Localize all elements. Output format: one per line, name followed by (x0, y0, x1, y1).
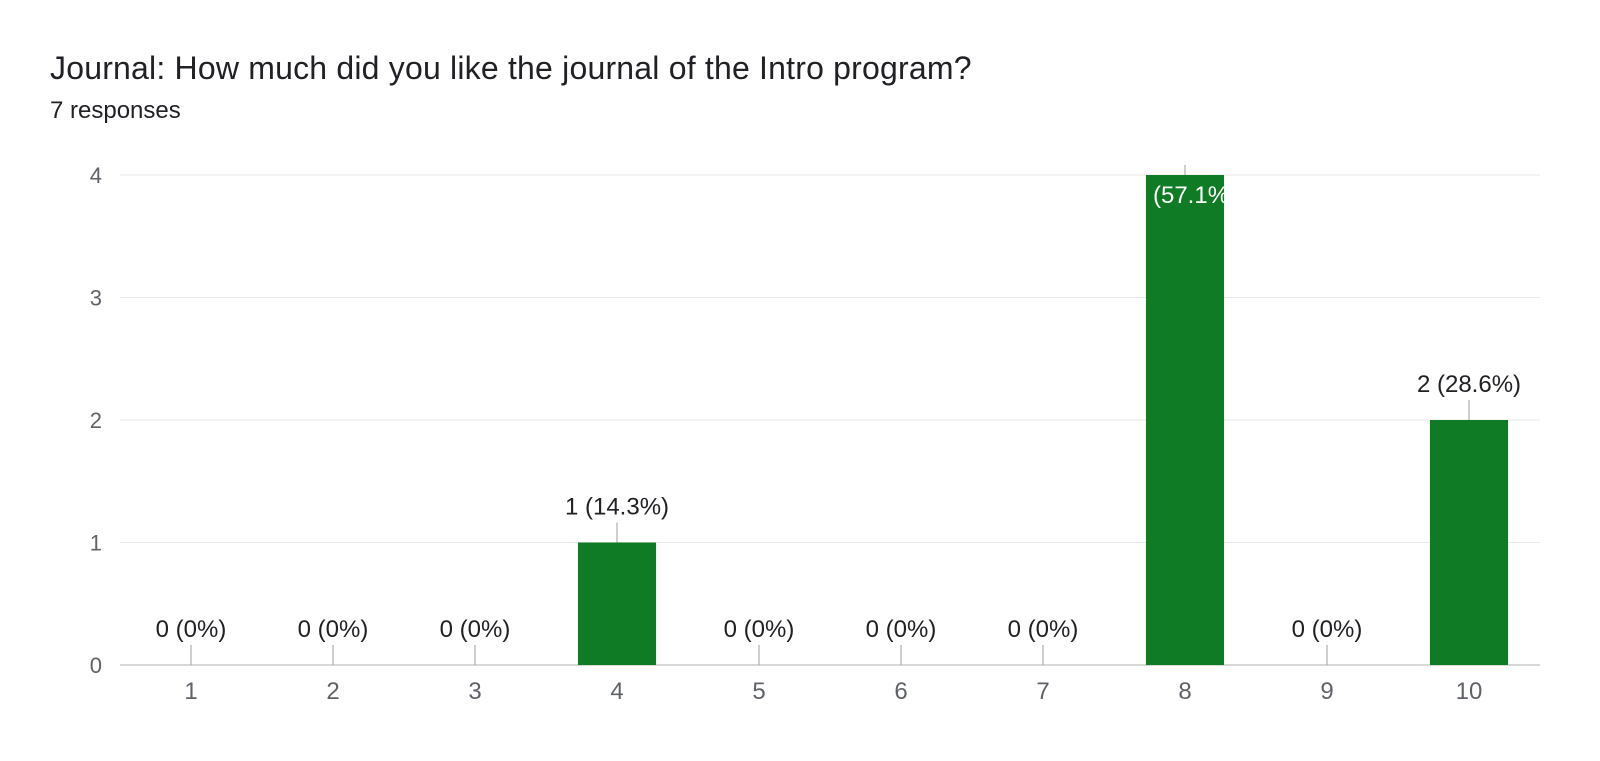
bar[interactable] (578, 543, 656, 666)
x-axis-tick-label: 3 (468, 678, 481, 705)
x-axis-tick-label: 6 (894, 678, 907, 705)
bar-value-label: 0 (0%) (156, 616, 227, 643)
bar-value-label: 0 (0%) (724, 616, 795, 643)
bar-value-label: 0 (0%) (1008, 616, 1079, 643)
chart-plot-area: 0 1 2 3 4 0 (0%) 1 0 (0%) 2 0 (0%) 3 1 (14.3%) 4 0 (0… (50, 165, 1550, 725)
bar[interactable] (1430, 420, 1508, 665)
x-axis-tick-label: 9 (1320, 678, 1333, 705)
chart-container: Journal: How much did you like the journ… (0, 0, 1600, 761)
bar-value-label: 0 (0%) (866, 616, 937, 643)
bar-value-label: 1 (14.3%) (565, 494, 669, 521)
x-axis-tick-label: 7 (1036, 678, 1049, 705)
chart-title: Journal: How much did you like the journ… (50, 50, 1570, 87)
bar-value-label: 2 (28.6%) (1417, 371, 1521, 398)
y-axis-tick-label: 3 (90, 286, 102, 311)
x-axis-tick-label: 1 (184, 678, 197, 705)
y-axis-tick-label: 2 (90, 408, 102, 433)
chart-subtitle: 7 responses (50, 97, 1570, 125)
bar-value-label: 0 (0%) (1292, 616, 1363, 643)
x-axis-tick-label: 5 (752, 678, 765, 705)
x-axis-tick-label: 10 (1456, 678, 1483, 705)
x-axis-tick-label: 8 (1178, 678, 1191, 705)
x-axis-tick-label: 4 (610, 678, 623, 705)
x-axis-tick-label: 2 (326, 678, 339, 705)
bar-value-label: 4 (57.1%) (1133, 182, 1237, 209)
bar[interactable] (1146, 175, 1224, 665)
bar-value-label: 0 (0%) (298, 616, 369, 643)
bar-value-label: 0 (0%) (440, 616, 511, 643)
y-axis-tick-label: 0 (90, 653, 102, 678)
bar-chart-svg: 0 1 2 3 4 0 (0%) 1 0 (0%) 2 0 (0%) 3 1 (14.3%) 4 0 (0… (50, 165, 1550, 725)
y-axis-tick-label: 4 (90, 165, 102, 188)
y-axis-tick-label: 1 (90, 531, 102, 556)
